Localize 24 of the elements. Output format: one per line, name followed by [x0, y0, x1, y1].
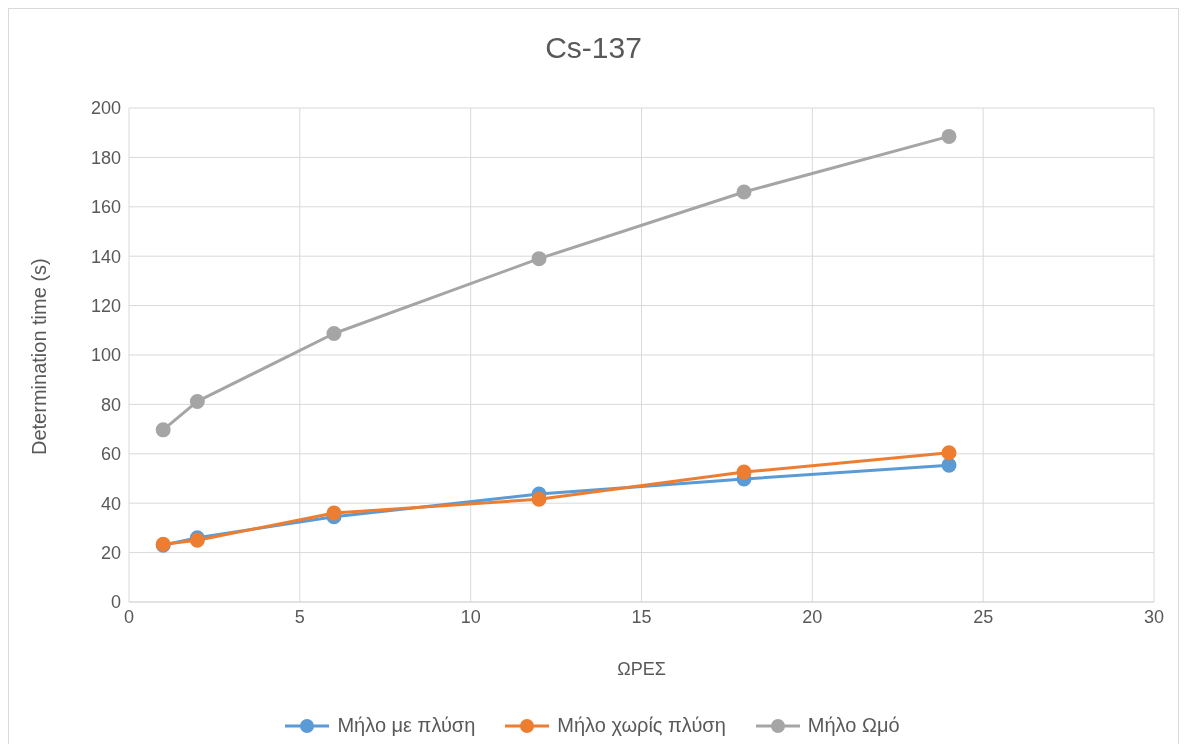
x-tick-label: 20 [802, 606, 823, 627]
x-tick-label: 15 [631, 606, 652, 627]
y-tick-label: 20 [100, 542, 121, 563]
y-tick-label: 80 [100, 394, 121, 415]
y-tick-label: 140 [90, 246, 121, 267]
x-tick-label: 30 [1143, 606, 1165, 627]
y-tick-label: 60 [100, 444, 121, 465]
y-tick-label: 180 [90, 147, 121, 168]
legend-label: Μήλο Ωμό [806, 714, 900, 737]
x-axis-title: ΩΡΕΣ [617, 658, 666, 679]
x-tick-label: 5 [294, 606, 305, 627]
y-tick-label: 40 [100, 493, 121, 514]
y-tick-label: 0 [110, 592, 121, 613]
y-tick-label: 100 [90, 345, 121, 366]
x-tick-label: 25 [973, 606, 994, 627]
x-tick-label: 10 [460, 606, 481, 627]
y-tick-label: 160 [90, 197, 121, 218]
y-tick-label: 200 [90, 98, 121, 119]
chart-title: Cs-137 [544, 31, 643, 65]
legend-label: Μήλο χωρίς πλύση [556, 714, 726, 737]
y-axis-title: Determination time (s) [28, 258, 51, 455]
legend-label: Μήλο με πλύση [336, 714, 476, 737]
x-tick-label: 0 [123, 606, 135, 627]
y-tick-label: 120 [90, 295, 121, 316]
